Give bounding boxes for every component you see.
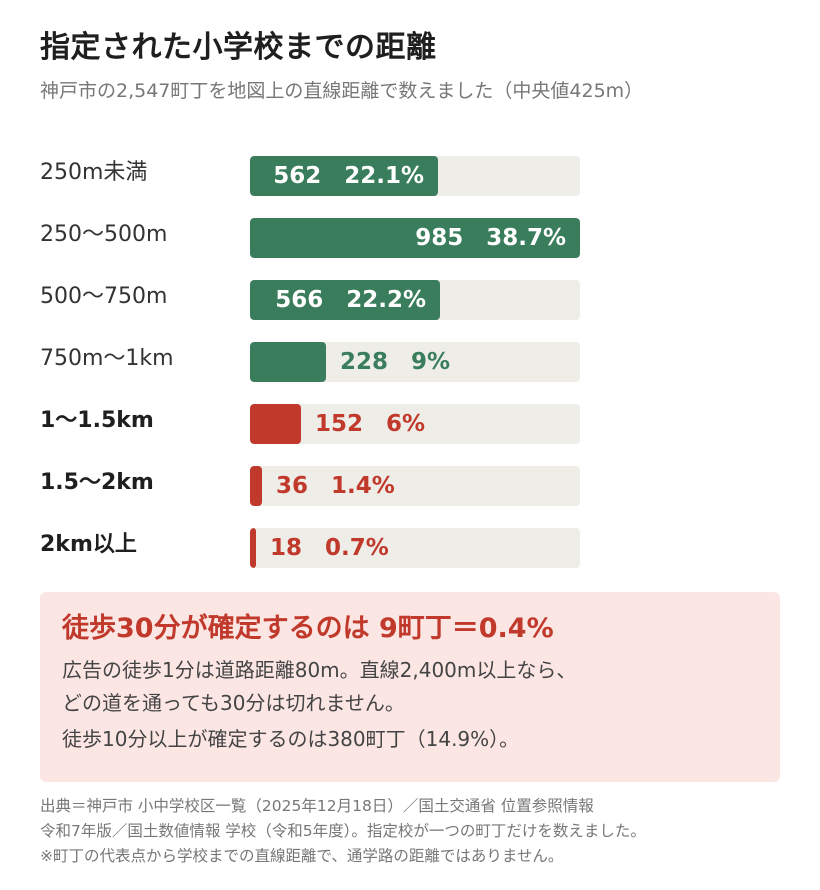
- bar-row: 1〜1.5km 152 6%: [0, 402, 820, 444]
- bar-row: 250〜500m 985 38.7%: [0, 216, 820, 258]
- value-label: 228 9%: [340, 349, 451, 375]
- page-subtitle: 神戸市の2,547町丁を地図上の直線距離で数えました（中央値425m）: [40, 80, 644, 102]
- callout-line: 徒歩10分以上が確定するのは380町丁（14.9%）。: [62, 727, 520, 751]
- footnote: 令和7年版／国土数値情報 学校（令和5年度）。指定校が一つの町丁だけを数えました…: [40, 822, 646, 840]
- value-label: 985 38.7%: [415, 225, 566, 251]
- bar-row: 750m〜1km 228 9%: [0, 340, 820, 382]
- value-label: 566 22.2%: [275, 287, 426, 313]
- callout-heading: 徒歩30分が確定するのは 9町丁＝0.4%: [62, 613, 554, 644]
- category-label: 2km以上: [40, 532, 137, 557]
- bar-track: [250, 528, 580, 568]
- bar: [250, 404, 301, 444]
- bar: [250, 280, 440, 320]
- bar: [250, 156, 438, 196]
- footnote: ※町丁の代表点から学校までの直線距離で、通学路の距離ではありません。: [40, 847, 564, 865]
- category-label: 1.5〜2km: [40, 470, 154, 495]
- page-title: 指定された小学校までの距離: [40, 30, 437, 65]
- bar-row: 500〜750m 566 22.2%: [0, 278, 820, 320]
- bar-track: [250, 404, 580, 444]
- bar-row: 1.5〜2km 36 1.4%: [0, 464, 820, 506]
- bar-track: [250, 218, 580, 258]
- bar-row: 250m未満 562 22.1%: [0, 154, 820, 196]
- category-label: 250m未満: [40, 160, 148, 185]
- callout-box: 徒歩30分が確定するのは 9町丁＝0.4% 広告の徒歩1分は道路距離80m。直線…: [40, 592, 780, 782]
- value-label: 152 6%: [315, 411, 426, 437]
- bar: [250, 466, 262, 506]
- bar-track: [250, 280, 580, 320]
- bar-track: [250, 156, 580, 196]
- category-label: 250〜500m: [40, 222, 168, 247]
- bar-track: [250, 342, 580, 382]
- callout-line: 広告の徒歩1分は道路距離80m。直線2,400m以上なら、: [62, 658, 577, 682]
- bar-track: [250, 466, 580, 506]
- value-label: 18 0.7%: [270, 535, 389, 561]
- callout-line: どの道を通っても30分は切れません。: [62, 691, 405, 715]
- bar-row: 2km以上 18 0.7%: [0, 526, 820, 568]
- bar: [250, 342, 326, 382]
- value-label: 562 22.1%: [273, 163, 424, 189]
- value-label: 36 1.4%: [276, 473, 395, 499]
- category-label: 500〜750m: [40, 284, 168, 309]
- bar: [250, 528, 256, 568]
- footnote: 出典＝神戸市 小中学校区一覧（2025年12月18日）／国土交通省 位置参照情報: [40, 797, 594, 815]
- bar: [250, 218, 580, 258]
- category-label: 1〜1.5km: [40, 408, 154, 433]
- category-label: 750m〜1km: [40, 346, 174, 371]
